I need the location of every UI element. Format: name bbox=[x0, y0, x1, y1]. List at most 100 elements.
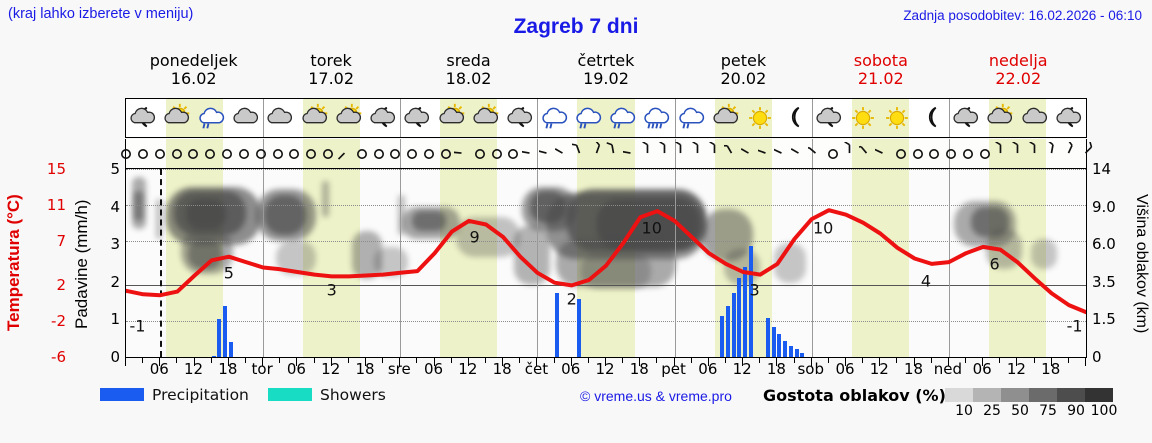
x-axis-label: 06 bbox=[698, 360, 718, 378]
day-header-sobota: sobota 21.02 bbox=[812, 52, 949, 96]
temperature-tick-label: 15 bbox=[46, 160, 66, 178]
cloud-density-swatch bbox=[1085, 388, 1113, 402]
precipitation-bar bbox=[577, 298, 582, 357]
cloud-blob bbox=[1031, 239, 1057, 269]
x-axis-label: sre bbox=[387, 360, 411, 378]
wind-barb-icon bbox=[454, 139, 471, 168]
x-tick bbox=[330, 358, 332, 366]
precipitation-bar bbox=[788, 345, 793, 357]
cloud-blob bbox=[322, 181, 329, 217]
precipitation-bar bbox=[228, 341, 233, 357]
precipitation-axis-ticks: 5 4 3 2 1 0 bbox=[98, 160, 120, 366]
precipitation-bar bbox=[211, 356, 216, 357]
day-header-sreda: sreda 18.02 bbox=[400, 52, 537, 96]
cloud-rain-icon bbox=[572, 99, 606, 137]
cloud-blob bbox=[186, 199, 226, 229]
wind-calm-icon bbox=[286, 139, 303, 168]
daylight-shade-4 bbox=[714, 139, 772, 168]
x-tick bbox=[1085, 358, 1086, 366]
temperature-curve bbox=[126, 208, 1086, 315]
x-tick bbox=[793, 358, 795, 363]
wind-calm-icon bbox=[960, 139, 977, 168]
x-tick bbox=[673, 358, 675, 366]
wind-calm-icon bbox=[118, 139, 135, 168]
wind-calm-icon bbox=[269, 139, 286, 168]
x-tick bbox=[999, 358, 1001, 363]
wind-barb-icon bbox=[1061, 139, 1078, 168]
temperature-tick-label: 2 bbox=[56, 276, 66, 295]
x-axis-label: 12 bbox=[458, 360, 478, 378]
x-axis-label: 06 bbox=[149, 360, 169, 378]
wind-barb-icon bbox=[606, 139, 623, 168]
day-divider-6 bbox=[948, 139, 950, 168]
x-tick bbox=[879, 358, 881, 366]
temperature-label: 3 bbox=[749, 280, 760, 300]
x-tick bbox=[279, 358, 281, 363]
x-tick bbox=[399, 358, 401, 366]
cloud-height-tick-label: 3.5 bbox=[1092, 272, 1116, 291]
wind-barb-icon bbox=[757, 139, 775, 168]
cloud-height-tick-label: 9.0 bbox=[1092, 197, 1116, 216]
temperature-label: 4 bbox=[920, 271, 932, 291]
credit-link[interactable]: © vreme.us & vreme.pro bbox=[580, 388, 732, 404]
cloud-blob bbox=[134, 191, 143, 221]
chart-legend: Precipitation Showers © vreme.us & vreme… bbox=[100, 386, 1150, 432]
x-axis-label: 18 bbox=[1041, 360, 1061, 378]
sun-cloud-icon bbox=[297, 99, 331, 137]
cloud-icon bbox=[263, 99, 297, 137]
cloud-icon bbox=[229, 99, 263, 137]
cloud-icon bbox=[1017, 99, 1051, 137]
x-tick bbox=[553, 358, 555, 363]
moon-cloud-icon bbox=[126, 99, 160, 137]
x-tick bbox=[656, 358, 658, 363]
precipitation-bar bbox=[800, 353, 805, 357]
precipitation-bar bbox=[737, 278, 742, 357]
day-name: petek bbox=[720, 51, 767, 70]
x-axis-label: pet bbox=[661, 360, 686, 378]
day-date: 20.02 bbox=[720, 68, 767, 88]
x-axis-labels: 06 12 18 tor 06 12 18 sre 06 12 18 čet 06 12 18 pet 06 12… bbox=[125, 360, 1087, 382]
wind-calm-icon bbox=[488, 139, 505, 168]
day-header-ponedeljek: ponedeljek 16.02 bbox=[125, 52, 262, 96]
sun-icon bbox=[743, 99, 777, 137]
x-tick bbox=[382, 358, 384, 363]
gridline-v bbox=[674, 169, 676, 357]
gridline-h bbox=[126, 204, 1086, 206]
day-divider-5 bbox=[811, 99, 813, 137]
x-tick bbox=[416, 358, 418, 363]
wind-calm-icon bbox=[185, 139, 202, 168]
precipitation-bar bbox=[554, 293, 559, 357]
x-tick bbox=[176, 358, 178, 363]
x-tick bbox=[262, 358, 264, 366]
x-axis-label: tor bbox=[251, 360, 273, 378]
wind-barb-icon bbox=[1078, 139, 1095, 168]
x-tick bbox=[776, 358, 778, 366]
x-axis-label: 12 bbox=[1006, 360, 1026, 378]
temperature-axis-title: Temperatura (°C) bbox=[4, 194, 23, 331]
wind-barb-icon bbox=[774, 139, 791, 168]
precipitation-tick-label: 5 bbox=[110, 160, 120, 178]
page-title: Zagreb 7 dni bbox=[513, 15, 639, 38]
wind-barb-icon bbox=[640, 139, 657, 168]
cloud-blob bbox=[412, 211, 446, 231]
day-divider-1 bbox=[263, 99, 265, 137]
x-axis-label: 12 bbox=[595, 360, 615, 378]
precipitation-bar bbox=[217, 319, 222, 357]
day-header-petek: petek 20.02 bbox=[675, 52, 812, 96]
wind-barb-icon bbox=[538, 139, 556, 168]
daylight-shade-5 bbox=[851, 169, 909, 357]
location-menu-hint[interactable]: (kraj lahko izberete v meniju) bbox=[8, 6, 194, 22]
wind-band-barbs bbox=[121, 139, 1092, 168]
last-update-label: Zadnja posodobitev: 16.02.2026 - 06:10 bbox=[903, 8, 1142, 23]
wind-barb-icon bbox=[791, 139, 808, 168]
x-tick bbox=[1033, 358, 1035, 363]
x-axis-label: ned bbox=[933, 360, 962, 378]
cloud-blob bbox=[156, 199, 162, 239]
gridline-h bbox=[126, 285, 1086, 287]
temperature-tick-label: -6 bbox=[51, 348, 66, 366]
plot-gridlines bbox=[126, 169, 1086, 357]
wind-barb-icon bbox=[673, 139, 690, 168]
temperature-label: 10 bbox=[812, 218, 834, 238]
x-tick bbox=[707, 358, 709, 366]
wind-calm-icon bbox=[387, 139, 404, 168]
